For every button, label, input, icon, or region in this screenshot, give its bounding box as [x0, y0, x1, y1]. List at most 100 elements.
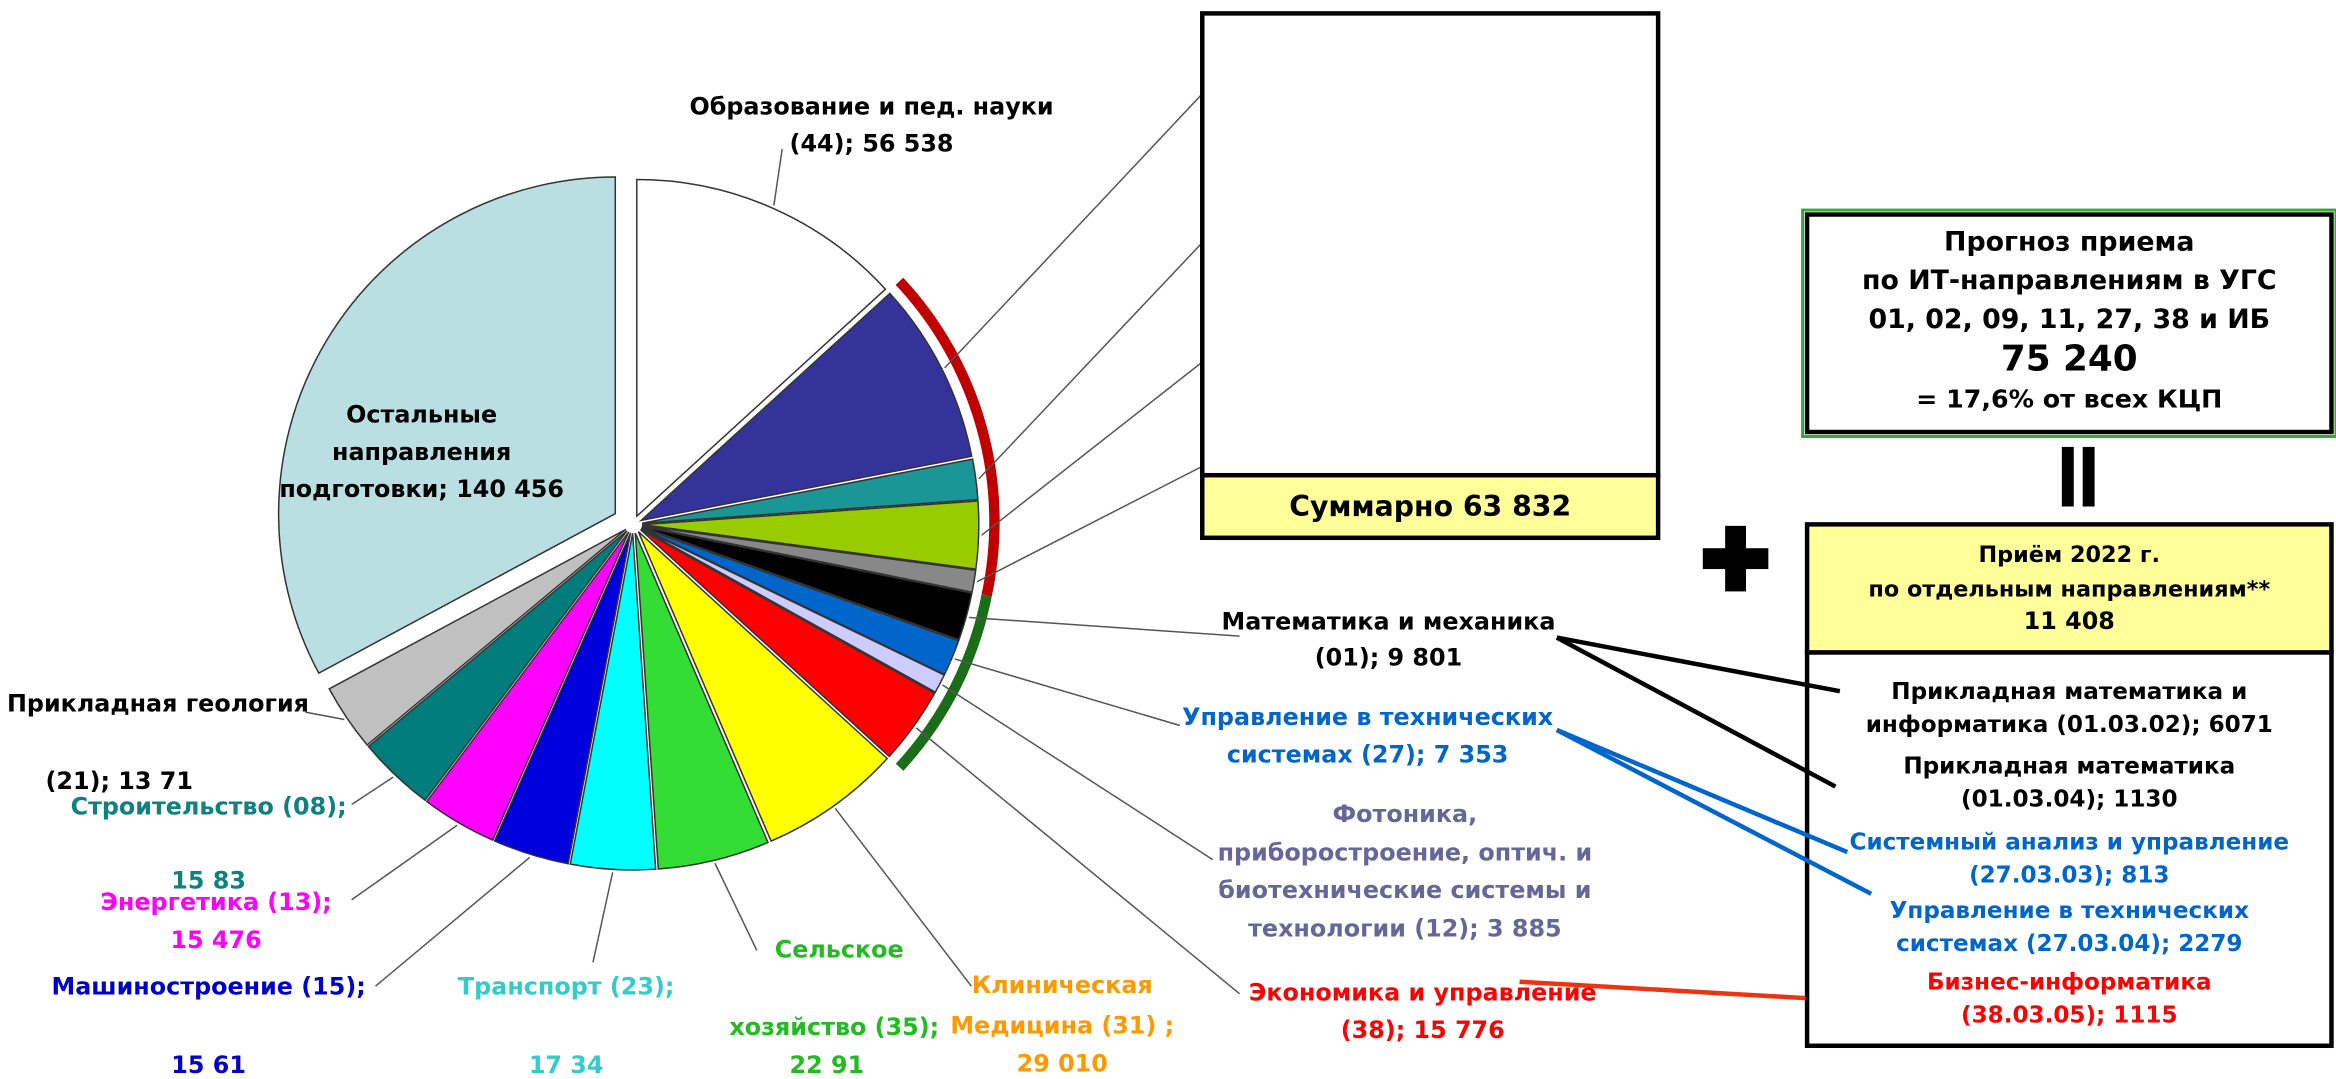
slice-label: Остальные [346, 400, 497, 428]
program-line: (27.03.03); 813 [1969, 862, 2169, 888]
slice-label-text: технологии (12); [1248, 914, 1479, 942]
value-label: 15 61 [171, 1051, 246, 1079]
value-label-gap [1425, 740, 1433, 768]
connector [1519, 979, 1806, 1001]
slice-label: (01); 9 801 [1315, 643, 1462, 671]
pie-slice [328, 528, 627, 747]
pie-slice [640, 527, 946, 694]
connector [1555, 635, 1837, 789]
value-label-gap [1405, 1015, 1413, 1043]
leader-line [351, 776, 394, 806]
slice-label: технологии (12); 3 885 [1248, 914, 1562, 942]
leader-line [944, 44, 1249, 369]
slice-label: направления [332, 437, 511, 465]
slice-label: подготовки; 140 456 [279, 475, 564, 503]
forecast-total: 75 240 [2001, 339, 2138, 380]
slice-label-text: (21); [46, 767, 110, 795]
value-label: 9 801 [1388, 643, 1463, 671]
value-label: 13 71 [118, 767, 193, 795]
forecast-line: по ИТ-направлениям в УГС [1862, 265, 2277, 296]
value-label: 15 83 [171, 866, 246, 894]
slice-label: Клиническая [972, 971, 1153, 999]
slice-label: (44); 56 538 [790, 129, 954, 157]
value-label: 3 885 [1487, 914, 1562, 942]
leader-line [714, 862, 758, 951]
value-label: 140 456 [456, 475, 564, 503]
value-label-gap [1379, 643, 1387, 671]
slice-label-text: Клиническая [972, 971, 1153, 999]
program-line: Прикладная математика [1903, 754, 2235, 780]
slice-label-text: приборостроение, оптич. и [1218, 838, 1593, 866]
value-label-gap [854, 129, 862, 157]
slice-label-text: системах (27); [1227, 740, 1426, 768]
pie-slice [639, 528, 936, 758]
pie-slice [641, 458, 979, 524]
value-label: 17 34 [529, 1051, 604, 1079]
connector [1555, 727, 1873, 896]
leader-line [773, 148, 783, 206]
value-label: 15 776 [1414, 1015, 1505, 1043]
slice-label-text: Образование и пед. науки [689, 92, 1053, 120]
slice-label-text: (01); [1315, 643, 1379, 671]
leader-line [915, 727, 1240, 995]
slice-label: Транспорт (23); [458, 972, 674, 1000]
slice-label-text: Транспорт (23); [458, 972, 674, 1000]
forecast-share: = 17,6% от всех КЦП [1916, 384, 2222, 414]
slice-label: приборостроение, оптич. и [1218, 838, 1593, 866]
program-line: информатика (01.03.02); 6071 [1866, 712, 2273, 738]
slice-label-text: Строительство (08); [71, 792, 347, 820]
program-line: системах (27.03.04); 2279 [1896, 931, 2242, 957]
slice-label-text: Машиностроение (15); [52, 972, 366, 1000]
value-label-gap [448, 475, 456, 503]
summary-box [1200, 472, 1661, 541]
pie-slice [637, 531, 889, 843]
slice-label: (38); 15 776 [1341, 1015, 1505, 1043]
slice-label: Сельское [775, 935, 904, 963]
leader-line [834, 807, 972, 987]
connector [1555, 727, 1849, 855]
slice-label-text: Остальные [346, 400, 497, 428]
leader-line [351, 824, 458, 901]
admission-box [1804, 522, 2334, 655]
pie-slice [641, 526, 973, 641]
value-label: 56 538 [862, 129, 953, 157]
group-arc [895, 594, 992, 771]
value-label: 7 353 [1434, 740, 1509, 768]
leader-line [969, 616, 1240, 637]
pie-slice [641, 527, 960, 676]
leader-line [374, 856, 531, 987]
slice-label-text: Математика и механика [1222, 607, 1556, 635]
slice-label: Машиностроение (15); [52, 972, 366, 1000]
pie-slice [569, 533, 657, 871]
value-label-gap [110, 767, 118, 795]
admission-total: 11 408 [2024, 607, 2115, 635]
slice-label: (21); 13 71 [46, 767, 193, 795]
pie [277, 176, 1000, 871]
value-label-gap [1479, 914, 1487, 942]
equals-bar [2082, 446, 2095, 507]
connector [1556, 635, 1841, 694]
forecast-line: Прогноз приема [1944, 226, 2194, 257]
admission-line: по отдельным направлениям** [1868, 576, 2270, 602]
slice-label: Энергетика (13); [100, 887, 331, 915]
program-line: Прикладная математика и [1891, 679, 2247, 705]
leader-line [592, 872, 614, 963]
slice-label-text: хозяйство (35); [729, 1012, 939, 1040]
slice-label-text: Медицина (31) ; [950, 1011, 1174, 1039]
slice-label-text: подготовки; [279, 475, 448, 503]
pie-slice [493, 532, 632, 865]
group-arc [895, 277, 1000, 597]
program-line: Управление в технических [1890, 898, 2249, 924]
value-label: 15 476 [170, 926, 261, 954]
equals-bar [2061, 446, 2074, 507]
slice-label: Математика и механика [1222, 607, 1556, 635]
slice-label-text: биотехнические системы и [1218, 875, 1591, 903]
pie-slice [638, 292, 973, 522]
slice-label: биотехнические системы и [1218, 875, 1591, 903]
pie-slice [367, 530, 628, 802]
pie-slice [425, 531, 630, 842]
slice-label-text: Сельское [775, 935, 904, 963]
pie-slice [277, 176, 617, 675]
